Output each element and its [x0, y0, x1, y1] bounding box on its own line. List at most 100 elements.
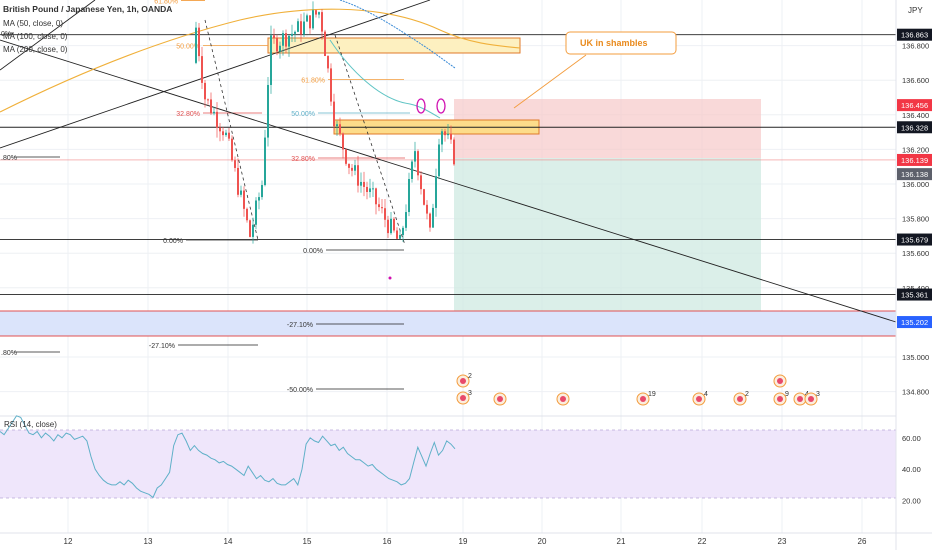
candle-body[interactable]: [264, 137, 266, 186]
candle-body[interactable]: [339, 124, 341, 134]
candle-body[interactable]: [423, 189, 425, 205]
candle-body[interactable]: [396, 230, 398, 239]
candle-body[interactable]: [231, 138, 233, 161]
callout-box[interactable]: [565, 31, 677, 55]
candle-body[interactable]: [240, 190, 242, 195]
candle-body[interactable]: [285, 33, 287, 47]
candle-body[interactable]: [375, 188, 377, 205]
candle-body[interactable]: [354, 165, 356, 171]
horizontal-levels[interactable]: [0, 34, 896, 295]
rsi-line[interactable]: [0, 415, 456, 499]
resistance-box-upper[interactable]: [267, 37, 521, 54]
candle-body[interactable]: [282, 33, 284, 46]
candle-body[interactable]: [378, 204, 380, 208]
legend-ma200[interactable]: MA (200, close, 0): [3, 45, 68, 54]
candle-body[interactable]: [309, 15, 311, 29]
candle-body[interactable]: [453, 139, 455, 165]
candle-body[interactable]: [288, 35, 290, 47]
candle-body[interactable]: [291, 33, 293, 36]
candle-body[interactable]: [267, 84, 269, 138]
candle-body[interactable]: [204, 82, 206, 100]
candle-body[interactable]: [417, 151, 419, 176]
candle-body[interactable]: [219, 127, 221, 132]
candle-body[interactable]: [342, 133, 344, 150]
candle-body[interactable]: [234, 160, 236, 168]
legend-ma50[interactable]: MA (50, close, 0): [3, 19, 64, 28]
candle-body[interactable]: [315, 10, 317, 15]
fib-levels[interactable]: 61.80% 50.00% 61.80% 32.80% 50.00% 32.80% 0.00…: [1, 0, 410, 394]
candle-body[interactable]: [273, 35, 275, 39]
candle-body[interactable]: [414, 151, 416, 162]
candle-body[interactable]: [195, 27, 197, 63]
candle-body[interactable]: [261, 185, 263, 198]
candle-body[interactable]: [384, 208, 386, 220]
candle-body[interactable]: [255, 200, 257, 225]
candle-body[interactable]: [207, 99, 209, 101]
candle-body[interactable]: [324, 31, 326, 57]
candle-body[interactable]: [216, 111, 218, 128]
economic-events[interactable]: 231942943: [456, 373, 820, 406]
candle-body[interactable]: [387, 219, 389, 234]
candle-body[interactable]: [393, 218, 395, 231]
candles[interactable]: [195, 1, 455, 244]
candle-body[interactable]: [351, 167, 353, 171]
candle-body[interactable]: [303, 21, 305, 35]
price-axis[interactable]: 136.800 136.600 136.400 136.200 136.000 135.8…: [902, 42, 929, 397]
candle-body[interactable]: [405, 212, 407, 228]
candle-body[interactable]: [228, 132, 230, 139]
candle-body[interactable]: [360, 181, 362, 186]
candle-body[interactable]: [429, 213, 431, 228]
candle-body[interactable]: [363, 181, 365, 187]
candle-body[interactable]: [213, 111, 215, 114]
candle-body[interactable]: [327, 56, 329, 69]
candle-body[interactable]: [402, 227, 404, 236]
candle-body[interactable]: [333, 101, 335, 127]
candle-body[interactable]: [222, 131, 224, 136]
candle-body[interactable]: [411, 161, 413, 179]
candle-body[interactable]: [249, 220, 251, 237]
trendline-ascending-2[interactable]: [0, 0, 96, 71]
trend-lines[interactable]: [0, 0, 897, 323]
callout[interactable]: UK in shambles: [513, 31, 677, 109]
candle-body[interactable]: [246, 208, 248, 221]
candle-body[interactable]: [438, 144, 440, 177]
trendline-ascending[interactable]: [0, 0, 431, 149]
candle-body[interactable]: [321, 12, 323, 32]
candle-body[interactable]: [237, 167, 239, 195]
candle-body[interactable]: [252, 224, 254, 237]
position-tool[interactable]: [454, 99, 761, 330]
candle-body[interactable]: [435, 176, 437, 208]
candle-body[interactable]: [450, 133, 452, 140]
candle-body[interactable]: [447, 133, 449, 136]
candle-body[interactable]: [345, 149, 347, 164]
candle-body[interactable]: [408, 178, 410, 213]
candle-body[interactable]: [420, 175, 422, 190]
candle-body[interactable]: [426, 204, 428, 214]
candle-body[interactable]: [444, 131, 446, 136]
candle-body[interactable]: [279, 45, 281, 52]
candle-body[interactable]: [357, 165, 359, 186]
trendline-descending[interactable]: [0, 39, 897, 323]
candle-body[interactable]: [201, 56, 203, 83]
candle-body[interactable]: [366, 186, 368, 192]
position-target-zone[interactable]: [454, 158, 761, 330]
time-axis[interactable]: 12 13 14 15 16 19 20 21 22 23 26: [64, 537, 867, 546]
candle-body[interactable]: [276, 38, 278, 52]
candle-body[interactable]: [336, 124, 338, 127]
candle-body[interactable]: [243, 190, 245, 209]
candle-body[interactable]: [399, 235, 401, 239]
candle-body[interactable]: [312, 10, 314, 29]
candle-body[interactable]: [441, 131, 443, 145]
candle-body[interactable]: [330, 68, 332, 102]
candle-body[interactable]: [258, 197, 260, 201]
candle-body[interactable]: [390, 218, 392, 234]
candle-body[interactable]: [318, 12, 320, 15]
legend-ma100[interactable]: MA (100, close, 0): [3, 32, 68, 41]
candle-body[interactable]: [270, 35, 272, 85]
candle-body[interactable]: [294, 31, 296, 34]
candle-body[interactable]: [369, 188, 371, 192]
candle-body[interactable]: [198, 27, 200, 57]
candle-body[interactable]: [432, 207, 434, 228]
candle-body[interactable]: [297, 21, 299, 32]
